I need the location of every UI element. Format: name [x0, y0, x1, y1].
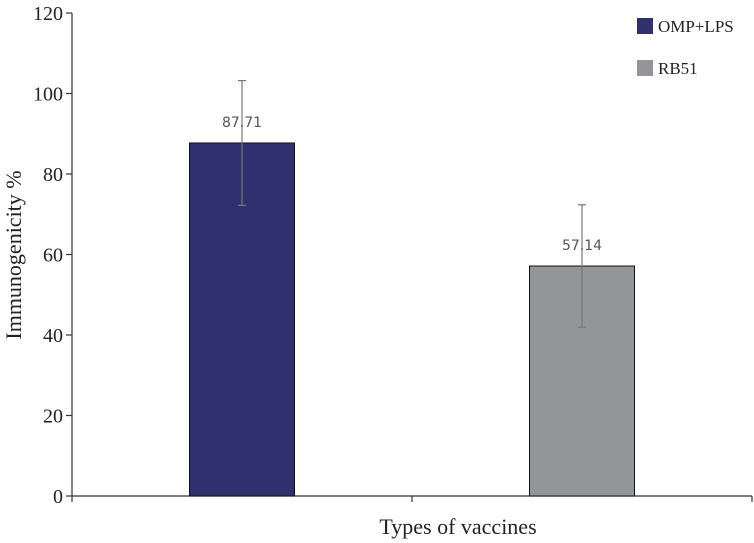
bars: [189, 142, 635, 497]
legend-swatch: [637, 18, 653, 34]
y-tick-label: 100: [33, 84, 63, 106]
x-axis-title: Types of vaccines: [379, 514, 536, 539]
legend-label: OMP+LPS: [658, 17, 734, 36]
data-label: 87.71: [222, 115, 262, 131]
legend: OMP+LPS RB51: [637, 17, 734, 78]
error-bars: [238, 79, 586, 328]
axes: 0 20 40 60 80 100 120: [33, 3, 753, 508]
data-labels: 87.71 57.14: [222, 115, 602, 254]
y-axis-title: Immunogenicity %: [1, 170, 26, 339]
legend-swatch: [637, 60, 653, 76]
y-tick-label: 20: [43, 406, 63, 428]
y-tick-label: 40: [43, 325, 63, 347]
y-tick-label: 60: [43, 245, 63, 267]
legend-label: RB51: [658, 59, 698, 78]
y-tick-label: 80: [43, 164, 63, 186]
y-tick-label: 120: [33, 3, 63, 25]
y-tick-label: 0: [53, 486, 63, 508]
data-label: 57.14: [562, 238, 602, 254]
